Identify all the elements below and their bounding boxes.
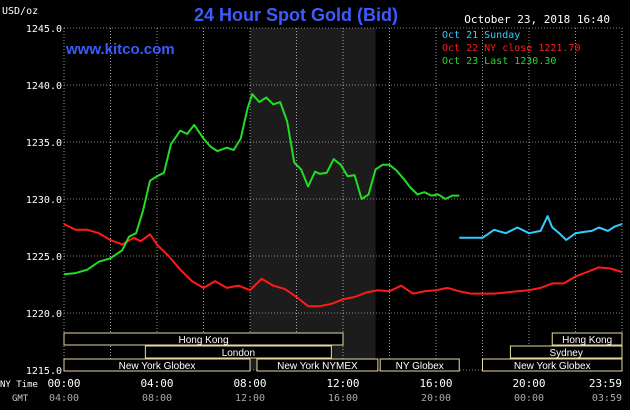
session-label: New York Globex [119, 361, 196, 372]
session-label: London [222, 348, 255, 359]
series-line-oct22 [63, 223, 623, 308]
gmt-label: GMT [12, 394, 29, 404]
legend: Oct 21 Sunday Oct 22 NY close 1221.70 Oc… [442, 30, 580, 67]
session-label: New York Globex [514, 361, 591, 372]
x-tick-label-ny: 12:00 [326, 377, 359, 390]
y-tick-label: 1245.0 [26, 24, 62, 35]
session-label: Sydney [550, 348, 583, 359]
x-tick-label-gmt: 16:00 [328, 393, 358, 404]
grid [63, 27, 623, 371]
session-label: NY Globex [396, 361, 444, 372]
y-tick-label: 1220.0 [26, 309, 62, 320]
legend-entry-oct22: Oct 22 NY close 1221.70 [442, 43, 580, 54]
x-tick-label-ny: 04:00 [140, 377, 173, 390]
session-bar [509, 345, 623, 359]
series-line-oct23 [63, 93, 460, 276]
legend-entry-oct21: Oct 21 Sunday [442, 30, 520, 41]
x-tick-label-gmt: 03:59 [592, 393, 622, 404]
session-bar [63, 358, 251, 372]
x-tick-label-ny: 20:00 [512, 377, 545, 390]
ny-time-label: NY Time [0, 380, 38, 390]
session-label: Hong Kong [178, 335, 228, 346]
x-tick-label-ny: 08:00 [233, 377, 266, 390]
x-tick-label-ny: 23:59 [589, 377, 622, 390]
session-bar [256, 358, 379, 372]
x-tick-label-ny: 00:00 [47, 377, 80, 390]
source-watermark: www.kitco.com [65, 41, 175, 58]
y-tick-label: 1240.0 [26, 81, 62, 92]
session-bar [144, 345, 332, 359]
x-tick-label-gmt: 20:00 [421, 393, 451, 404]
x-tick-label-ny: 16:00 [419, 377, 452, 390]
market-sessions: Hong Kong London New York Globex New York N… [63, 332, 623, 372]
series-lines [63, 93, 623, 308]
x-tick-label-gmt: 04:00 [49, 393, 79, 404]
nymex-shaded-region [250, 28, 376, 370]
y-tick-label: 1215.0 [26, 366, 62, 377]
x-tick-label-gmt: 08:00 [142, 393, 172, 404]
session-label: Hong Kong [562, 335, 612, 346]
chart-title: 24 Hour Spot Gold (Bid) [194, 5, 398, 25]
legend-entry-oct23: Oct 23 Last 1230.30 [442, 56, 556, 67]
y-tick-label: 1235.0 [26, 138, 62, 149]
y-tick-label: 1225.0 [26, 252, 62, 263]
y-axis: 1215.0 1220.0 1225.0 1230.0 1235.0 1240.0 1245… [26, 24, 62, 377]
session-bar [379, 358, 460, 372]
series-line-oct21 [459, 215, 623, 241]
session-bar [551, 332, 623, 346]
x-tick-label-gmt: 00:00 [514, 393, 544, 404]
session-label: New York NYMEX [277, 361, 358, 372]
unit-label: USD/oz [2, 6, 38, 17]
x-axis: 00:00 04:00 08:00 12:00 16:00 20:00 23:59 04:00… [47, 377, 622, 404]
chart-timestamp: October 23, 2018 16:40 [464, 13, 610, 26]
session-bar [63, 332, 344, 346]
x-tick-label-gmt: 12:00 [235, 393, 265, 404]
session-bar [482, 358, 623, 372]
y-tick-label: 1230.0 [26, 195, 62, 206]
